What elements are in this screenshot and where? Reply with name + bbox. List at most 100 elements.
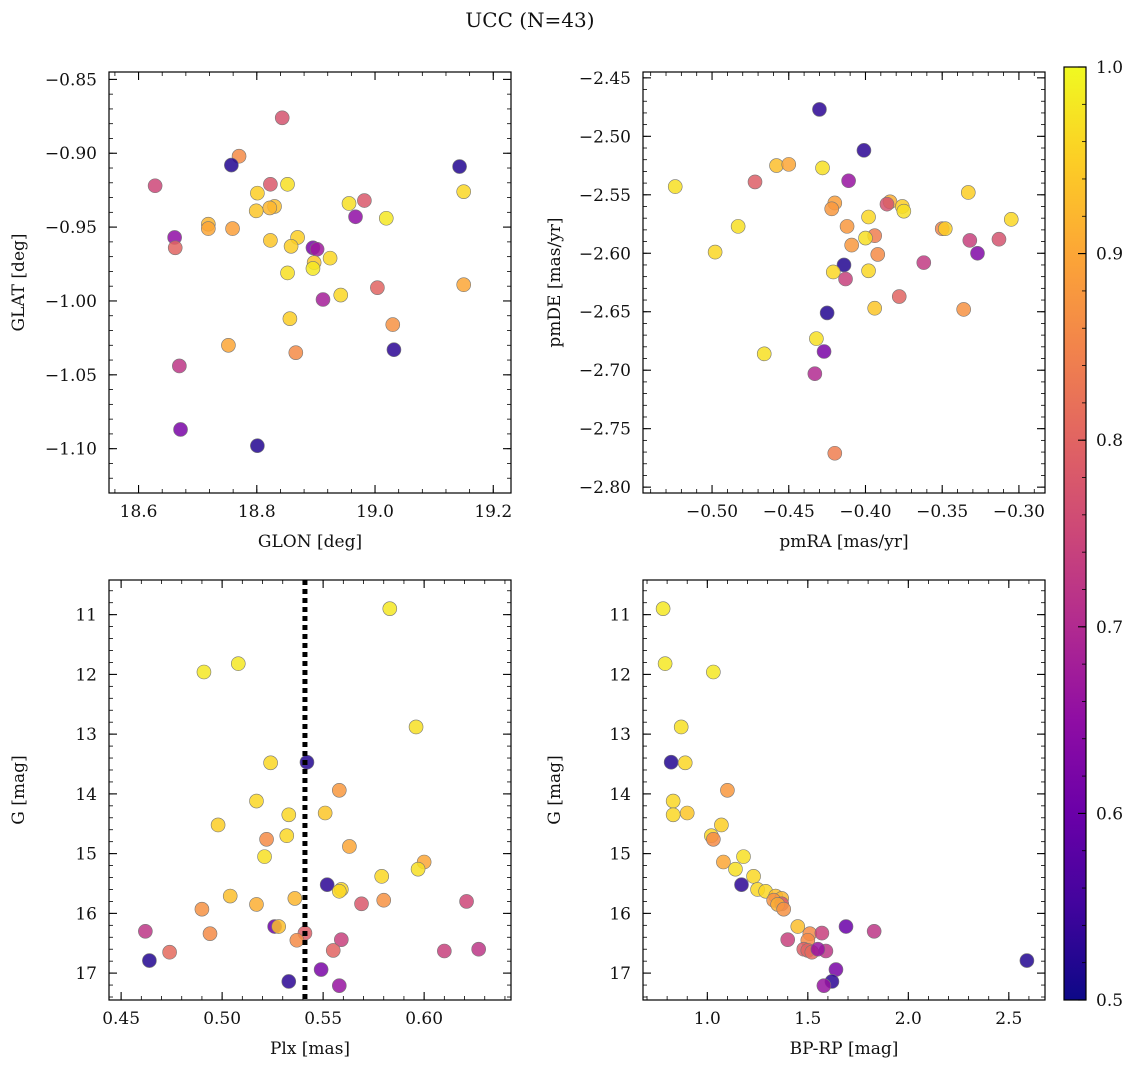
scatter-point xyxy=(471,941,486,957)
x-tick-label: 2.5 xyxy=(995,1009,1022,1029)
scatter-point xyxy=(147,178,163,194)
colorbar-tick-label: 1.0 xyxy=(1096,58,1123,78)
x-axis-label: BP-RP [mag] xyxy=(790,1039,899,1059)
scatter-point xyxy=(221,337,236,353)
scatter-point xyxy=(867,300,882,316)
y-tick-label: 16 xyxy=(609,904,631,924)
x-tick-label: −0.30 xyxy=(993,502,1045,522)
scatter-point xyxy=(747,174,763,190)
x-axis-label: Plx [mas] xyxy=(270,1039,350,1059)
data-points xyxy=(138,601,486,993)
colorbar-tick-label: 0.8 xyxy=(1096,431,1123,451)
scatter-point xyxy=(385,317,401,332)
scatter-point xyxy=(283,239,299,254)
scatter-point xyxy=(706,664,721,680)
panel-glon-glat: 18.6 18.8 19.0 19.2 −0.85 −0.90 −0.95 −1.00 −1.0… xyxy=(9,70,512,552)
scatter-point xyxy=(263,233,278,248)
scatter-point xyxy=(257,849,272,864)
y-tick-label: −2.80 xyxy=(579,478,631,498)
scatter-point xyxy=(386,342,402,358)
scatter-point xyxy=(776,901,792,917)
scatter-point xyxy=(807,366,823,382)
scatter-point xyxy=(781,157,797,172)
x-tick-label: 2.0 xyxy=(895,1009,922,1029)
y-axis-label: GLAT [deg] xyxy=(9,233,29,331)
x-tick-label: 0.55 xyxy=(304,1009,342,1029)
scatter-point xyxy=(348,209,363,225)
scatter-point xyxy=(162,944,177,960)
scatter-point xyxy=(861,263,876,279)
scatter-point xyxy=(331,782,347,798)
y-tick-label: 13 xyxy=(609,725,631,745)
scatter-point xyxy=(249,897,264,912)
scatter-point xyxy=(172,358,187,374)
scatter-point xyxy=(456,277,472,293)
y-axis-label: G [mag] xyxy=(9,755,29,824)
y-tick-label: −0.85 xyxy=(45,70,97,90)
scatter-point xyxy=(459,894,474,909)
scatter-point xyxy=(665,793,681,809)
scatter-point xyxy=(281,974,297,989)
scatter-point xyxy=(456,184,472,199)
scatter-point xyxy=(271,919,286,934)
scatter-point xyxy=(289,932,305,948)
x-tick-label: 19.2 xyxy=(474,502,512,522)
scatter-point xyxy=(280,265,295,281)
x-tick-label: 18.6 xyxy=(120,502,158,522)
scatter-point xyxy=(341,196,357,211)
scatter-point xyxy=(354,896,369,912)
y-tick-label: 14 xyxy=(609,785,631,805)
x-tick-label: 18.8 xyxy=(238,502,276,522)
scatter-point xyxy=(916,255,932,270)
data-points xyxy=(147,110,472,454)
x-tick-label: −0.45 xyxy=(763,502,815,522)
scatter-point xyxy=(224,157,239,173)
data-points xyxy=(655,601,1035,993)
scatter-point xyxy=(280,176,295,192)
scatter-point xyxy=(815,160,830,176)
scatter-point xyxy=(707,244,723,260)
scatter-point xyxy=(222,888,238,904)
scatter-point xyxy=(263,755,278,771)
scatter-point xyxy=(319,877,335,892)
y-tick-label: −0.90 xyxy=(45,144,97,164)
colorbar-tick-label: 0.5 xyxy=(1096,991,1123,1011)
scatter-point xyxy=(819,305,835,321)
scatter-point xyxy=(812,102,827,117)
y-tick-label: 11 xyxy=(75,606,97,626)
x-axis-label: GLON [deg] xyxy=(258,532,362,552)
scatter-point xyxy=(138,923,153,939)
x-tick-label: 1.5 xyxy=(794,1009,821,1029)
colorbar-gradient xyxy=(1063,66,1087,1001)
scatter-point xyxy=(342,839,357,854)
scatter-point xyxy=(230,656,246,671)
y-tick-label: 16 xyxy=(75,904,97,924)
scatter-point xyxy=(736,849,751,864)
scatter-point xyxy=(331,978,347,993)
x-tick-label: 0.60 xyxy=(405,1009,443,1029)
scatter-point xyxy=(769,158,784,173)
scatter-point xyxy=(309,241,325,257)
scatter-point xyxy=(376,892,392,908)
x-tick-label: −0.50 xyxy=(686,502,738,522)
scatter-point xyxy=(210,817,226,833)
y-tick-label: 11 xyxy=(609,606,631,626)
scatter-point xyxy=(262,200,278,216)
x-tick-label: 1.0 xyxy=(694,1009,721,1029)
x-tick-label: −0.35 xyxy=(916,502,968,522)
scatter-point xyxy=(452,159,467,174)
scatter-point xyxy=(282,311,298,326)
scatter-point xyxy=(866,923,882,939)
scatter-point xyxy=(281,807,297,823)
scatter-point xyxy=(780,932,796,947)
x-tick-label: −0.40 xyxy=(839,502,891,522)
scatter-point xyxy=(665,807,681,823)
scatter-point xyxy=(201,221,216,236)
colorbar-tick-label: 0.9 xyxy=(1096,245,1123,265)
scatter-point xyxy=(317,805,333,821)
y-tick-label: −2.45 xyxy=(579,69,631,89)
scatter-point xyxy=(861,209,876,225)
x-tick-label: 19.0 xyxy=(356,502,394,522)
y-tick-label: −2.55 xyxy=(579,186,631,206)
